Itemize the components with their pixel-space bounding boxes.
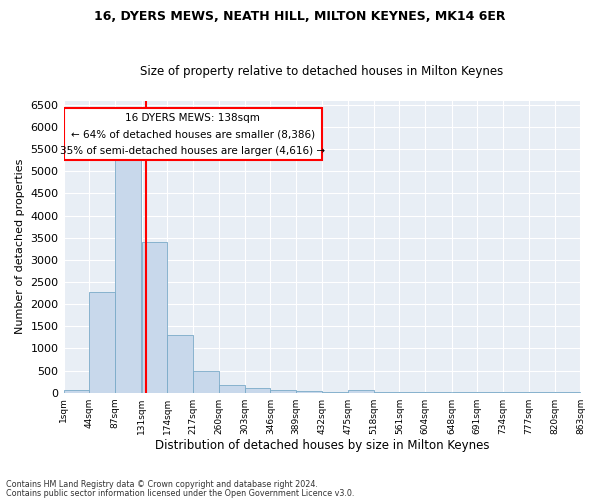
Bar <box>167 334 193 392</box>
FancyBboxPatch shape <box>64 108 322 160</box>
Bar <box>115 152 141 392</box>
Text: 16, DYERS MEWS, NEATH HILL, MILTON KEYNES, MK14 6ER: 16, DYERS MEWS, NEATH HILL, MILTON KEYNE… <box>94 10 506 23</box>
Bar <box>142 242 167 392</box>
Bar <box>245 388 271 392</box>
Text: Contains HM Land Registry data © Crown copyright and database right 2024.: Contains HM Land Registry data © Crown c… <box>6 480 318 489</box>
Bar <box>64 390 89 392</box>
Bar <box>271 390 296 392</box>
Bar <box>193 372 219 392</box>
Bar <box>219 385 245 392</box>
X-axis label: Distribution of detached houses by size in Milton Keynes: Distribution of detached houses by size … <box>155 440 489 452</box>
Bar <box>89 292 115 392</box>
Text: ← 64% of detached houses are smaller (8,386): ← 64% of detached houses are smaller (8,… <box>71 129 315 139</box>
Bar <box>348 390 374 392</box>
Text: Contains public sector information licensed under the Open Government Licence v3: Contains public sector information licen… <box>6 488 355 498</box>
Text: 35% of semi-detached houses are larger (4,616) →: 35% of semi-detached houses are larger (… <box>60 146 325 156</box>
Title: Size of property relative to detached houses in Milton Keynes: Size of property relative to detached ho… <box>140 66 503 78</box>
Y-axis label: Number of detached properties: Number of detached properties <box>15 159 25 334</box>
Text: 16 DYERS MEWS: 138sqm: 16 DYERS MEWS: 138sqm <box>125 114 260 124</box>
